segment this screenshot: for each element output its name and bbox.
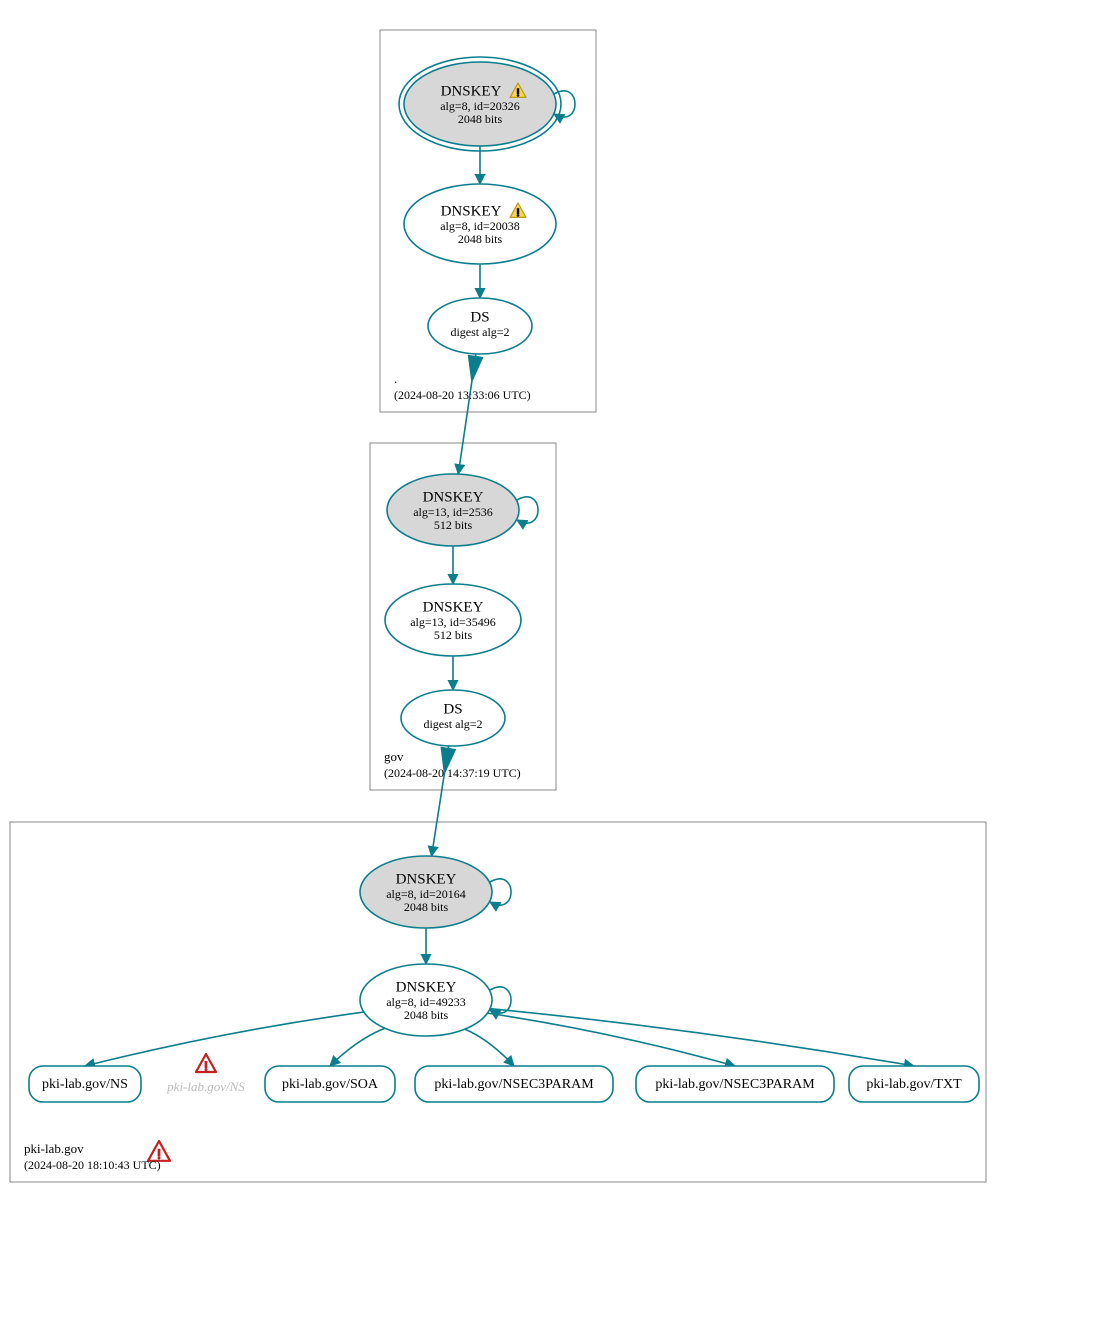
- svg-text:(2024-08-20 18:10:43 UTC): (2024-08-20 18:10:43 UTC): [24, 1158, 161, 1172]
- leaf-label: pki-lab.gov/TXT: [866, 1077, 962, 1092]
- leaf-label: pki-lab.gov/NSEC3PARAM: [655, 1077, 815, 1092]
- node-title: DNSKEY: [423, 489, 484, 505]
- node-subline: alg=8, id=20164: [386, 887, 466, 901]
- leaf-label: pki-lab.gov/SOA: [282, 1077, 379, 1092]
- node-title: DNSKEY: [396, 871, 457, 887]
- leaf-label: pki-lab.gov/NS: [42, 1077, 128, 1092]
- node-title: DNSKEY: [396, 979, 457, 995]
- node-subline: alg=13, id=35496: [410, 615, 496, 629]
- svg-text:(2024-08-20 14:37:19 UTC): (2024-08-20 14:37:19 UTC): [384, 766, 521, 780]
- error-icon: [196, 1054, 216, 1072]
- svg-text:(2024-08-20 13:33:06 UTC): (2024-08-20 13:33:06 UTC): [394, 388, 531, 402]
- node-subline: 2048 bits: [404, 900, 449, 914]
- node-title: DNSKEY: [441, 203, 502, 219]
- node-subline: 2048 bits: [404, 1008, 449, 1022]
- node-subline: 512 bits: [434, 518, 473, 532]
- node-subline: alg=8, id=20326: [440, 99, 520, 113]
- leaf-label: pki-lab.gov/NSEC3PARAM: [434, 1077, 594, 1092]
- svg-text:gov: gov: [384, 749, 404, 764]
- node-subline: alg=8, id=49233: [386, 995, 466, 1009]
- node-title: DS: [443, 701, 462, 717]
- node-title: DS: [470, 309, 489, 325]
- node-title: DNSKEY: [423, 599, 484, 615]
- node-subline: alg=8, id=20038: [440, 219, 520, 233]
- node-subline: 2048 bits: [458, 112, 503, 126]
- node-subline: 2048 bits: [458, 232, 503, 246]
- zone-pkilab: [10, 822, 986, 1182]
- ghost-leaf-label: pki-lab.gov/NS: [166, 1079, 245, 1094]
- svg-text:pki-lab.gov: pki-lab.gov: [24, 1141, 84, 1156]
- node-subline: digest alg=2: [450, 325, 509, 339]
- node-subline: 512 bits: [434, 628, 473, 642]
- node-subline: alg=13, id=2536: [413, 505, 493, 519]
- node-subline: digest alg=2: [423, 717, 482, 731]
- svg-text:.: .: [394, 371, 397, 386]
- node-title: DNSKEY: [441, 83, 502, 99]
- ghost-leaf: [196, 1054, 216, 1072]
